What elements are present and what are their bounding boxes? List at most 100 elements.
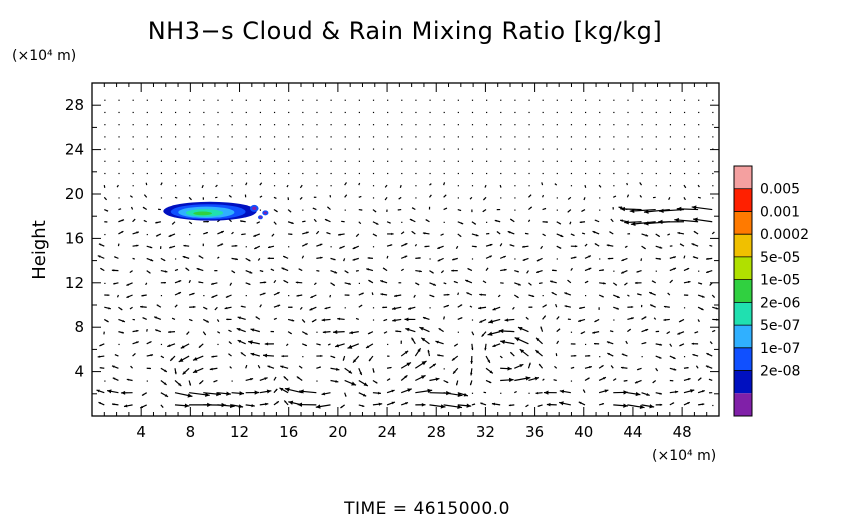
wind-dot xyxy=(104,148,106,150)
wind-arrowhead xyxy=(526,272,528,274)
wind-arrowhead xyxy=(149,341,152,344)
wind-arrowhead xyxy=(419,327,424,331)
wind-arrowhead xyxy=(150,354,154,357)
wind-arrowhead xyxy=(126,283,130,286)
wind-arrowhead xyxy=(405,402,409,405)
wind-dot xyxy=(514,136,516,138)
wind-dot xyxy=(429,111,431,114)
wind-arrowhead xyxy=(690,389,695,393)
wind-arrowhead xyxy=(324,307,327,310)
wind-dot xyxy=(500,136,502,138)
wind-dot xyxy=(599,111,601,114)
wind-dot xyxy=(415,124,417,126)
wind-arrowhead xyxy=(309,307,313,311)
wind-arrowhead xyxy=(457,404,463,410)
wind-arrowhead xyxy=(540,326,543,329)
wind-dot xyxy=(556,148,558,150)
wind-arrowhead xyxy=(332,283,335,286)
wind-arrowhead xyxy=(192,369,198,373)
wind-arrowhead xyxy=(594,342,596,345)
wind-arrowhead xyxy=(358,182,360,184)
wind-dot xyxy=(132,160,134,162)
wind-arrowhead xyxy=(489,255,492,258)
wind-arrowhead xyxy=(451,357,455,361)
wind-arrowhead xyxy=(302,255,304,257)
wind-arrowhead xyxy=(659,246,663,249)
colorbar: 0.005 0.001 0.0002 5e-05 1e-05 2e-06 5e-07 1e-0… xyxy=(733,165,809,417)
wind-dot xyxy=(330,124,332,126)
wind-dot xyxy=(471,111,474,114)
wind-arrowhead xyxy=(121,219,125,222)
wind-arrowhead xyxy=(512,308,514,310)
wind-dot xyxy=(486,136,488,138)
plot-frame xyxy=(91,82,720,417)
wind-dot xyxy=(528,136,530,138)
wind-dot xyxy=(655,172,657,175)
wind-dot xyxy=(570,111,573,114)
wind-arrowhead xyxy=(623,403,628,408)
wind-arrowhead xyxy=(706,270,709,273)
wind-dot xyxy=(683,148,686,150)
wind-arrowhead xyxy=(405,327,410,332)
wind-dot xyxy=(712,148,714,150)
x-tick-label: 8 xyxy=(186,423,196,441)
wind-dot xyxy=(174,111,177,114)
wind-arrowhead xyxy=(603,282,606,285)
wind-arrowhead xyxy=(540,247,542,249)
wind-arrowhead xyxy=(388,355,390,357)
wind-arrowhead xyxy=(345,194,347,197)
wind-arrowhead xyxy=(672,402,675,405)
wind-dot xyxy=(613,270,615,272)
wind-dot xyxy=(556,124,558,126)
wind-arrowhead xyxy=(142,317,145,319)
wind-arrowhead xyxy=(510,352,513,355)
wind-arrowhead xyxy=(163,259,166,261)
wind-dot xyxy=(698,172,700,175)
wind-dot xyxy=(556,258,558,260)
wind-arrowhead xyxy=(133,353,136,355)
wind-arrowhead xyxy=(411,231,414,233)
wind-arrowhead xyxy=(555,304,557,306)
wind-arrowhead xyxy=(300,198,302,200)
wind-arrowhead xyxy=(233,271,235,273)
wind-arrowhead xyxy=(229,284,232,286)
wind-arrowhead xyxy=(189,383,191,386)
wind-arrowhead xyxy=(356,318,358,320)
wind-arrowhead xyxy=(118,243,120,245)
wind-arrowhead xyxy=(276,401,279,404)
wind-arrowhead xyxy=(667,292,669,295)
wind-dot xyxy=(471,136,474,138)
wind-dot xyxy=(245,111,247,114)
wind-arrowhead xyxy=(121,231,124,234)
wind-dot xyxy=(118,124,120,126)
wind-arrowhead xyxy=(134,319,135,321)
wind-dot xyxy=(641,148,643,150)
wind-dot xyxy=(528,185,530,187)
wind-dot xyxy=(415,136,417,138)
wind-dot xyxy=(429,160,431,162)
wind-dot xyxy=(160,160,163,162)
chart-title: NH3−s Cloud & Rain Mixing Ratio [kg/kg] xyxy=(148,17,663,45)
wind-arrowhead xyxy=(304,220,306,222)
wind-arrowhead xyxy=(500,339,506,345)
wind-arrowhead xyxy=(584,186,586,188)
wind-arrowhead xyxy=(693,217,698,222)
wind-dot xyxy=(372,197,375,199)
wind-arrowhead xyxy=(111,269,115,272)
wind-dot xyxy=(118,160,120,162)
wind-dot xyxy=(669,160,672,162)
wind-arrowhead xyxy=(106,209,109,212)
wind-dot xyxy=(528,99,530,101)
wind-arrowhead xyxy=(254,246,257,249)
wind-arrowhead xyxy=(170,358,173,361)
wind-dot xyxy=(316,99,318,101)
wind-arrowhead xyxy=(161,182,163,184)
wind-dot xyxy=(245,295,247,297)
wind-arrowhead xyxy=(104,186,106,188)
wind-dot xyxy=(344,307,346,309)
wind-dot xyxy=(330,160,332,162)
wind-dot xyxy=(457,99,459,101)
wind-arrowhead xyxy=(117,296,119,298)
wind-dot xyxy=(330,172,332,175)
wind-dot xyxy=(132,124,134,126)
